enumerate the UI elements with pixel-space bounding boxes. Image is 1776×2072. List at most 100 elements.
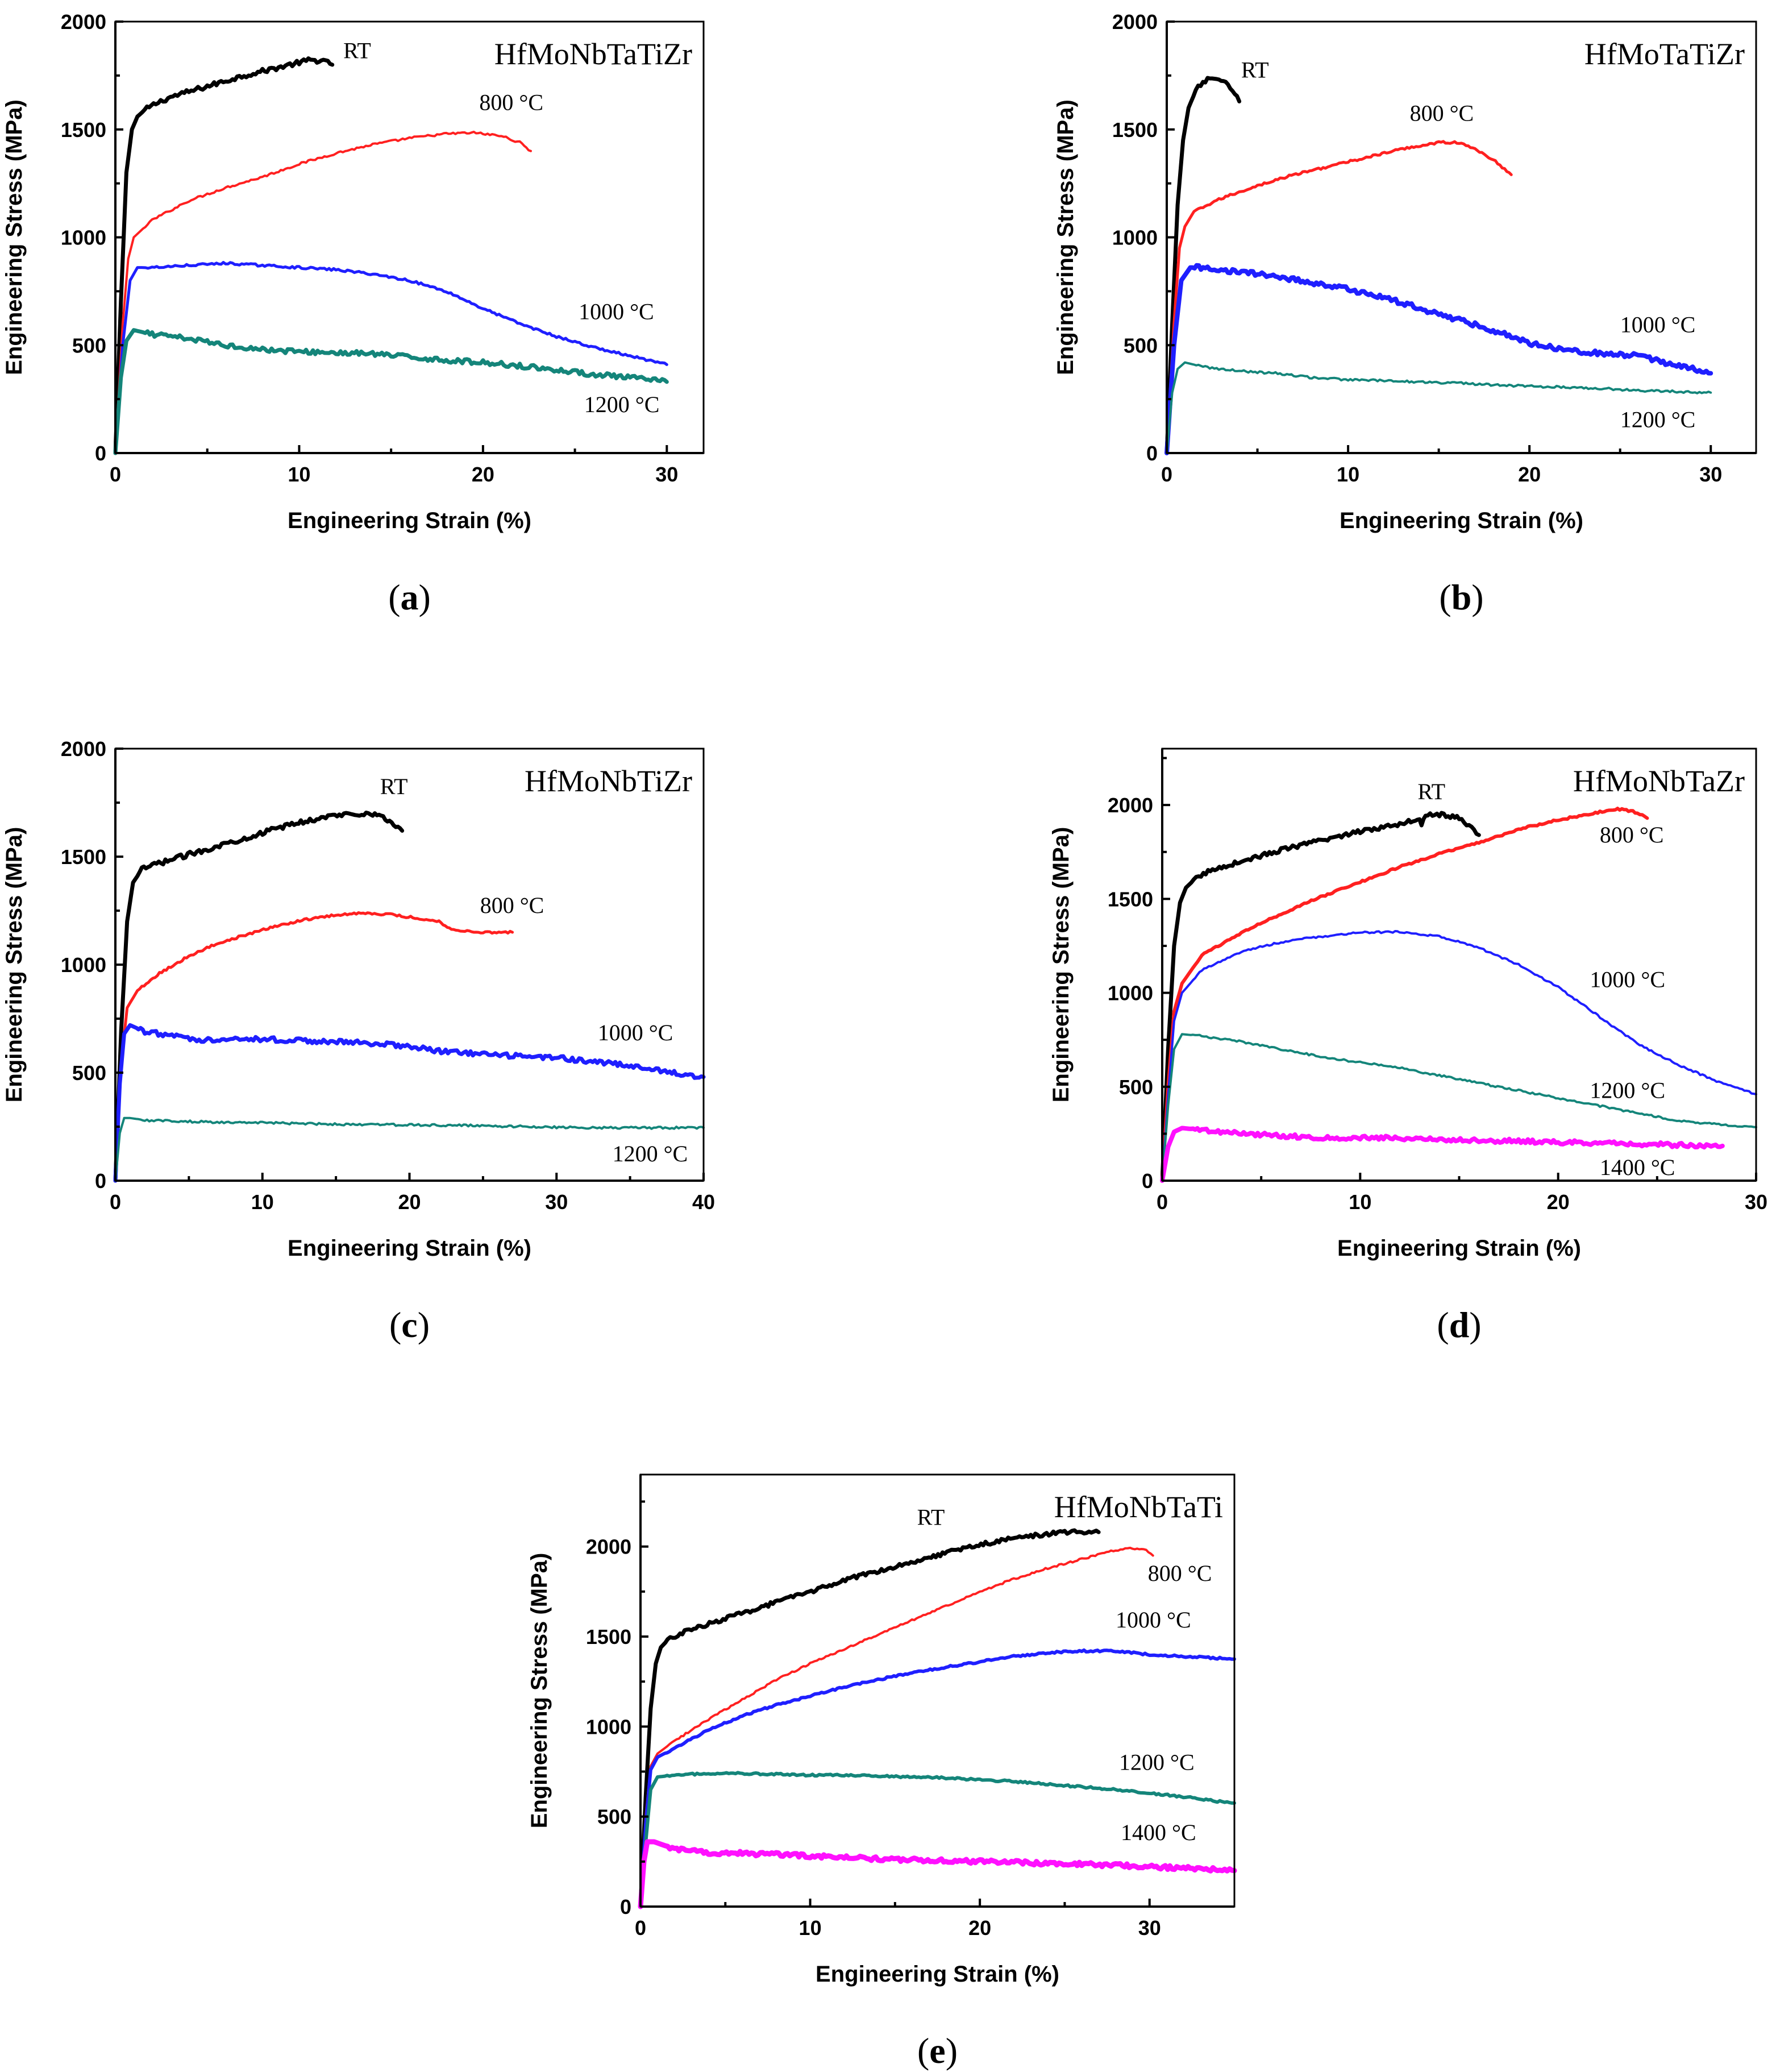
x-tick-label: 20 <box>398 1190 421 1214</box>
x-tick-label: 0 <box>110 463 121 486</box>
series-line-800 <box>114 130 532 454</box>
curve-label: 1400 °C <box>1121 1820 1196 1845</box>
chart-panel-a: 0 10 20 30 0 500 1000 1500 2000 Engineering Strai… <box>2 10 705 617</box>
alloy-name: HfMoNbTaTi <box>1054 1490 1223 1524</box>
series-line-1000 <box>114 261 668 455</box>
curve-label: RT <box>1241 57 1269 83</box>
x-tick-label: 30 <box>655 463 678 486</box>
series-line-rt <box>1160 811 1481 1183</box>
series-line-800 <box>1165 140 1513 455</box>
y-tick-label: 1000 <box>1108 982 1153 1005</box>
curve-label: RT <box>343 38 371 64</box>
x-axis-title: Engineering Strain (%) <box>1337 1236 1581 1261</box>
curve-label: 1200 °C <box>1590 1078 1665 1103</box>
series-line-rt <box>113 811 405 1183</box>
y-tick-label: 1500 <box>586 1625 631 1649</box>
curve-label: 800 °C <box>1410 101 1474 126</box>
y-axis-title: Engineering Stress (MPa) <box>1049 827 1074 1103</box>
panel-label-letter: e <box>929 2031 945 2071</box>
panel-label-open: ( <box>1437 1305 1449 1345</box>
y-axis-title: Engineering Stress (MPa) <box>2 99 27 375</box>
curve-label: 1000 °C <box>579 299 654 325</box>
curve-label: 1000 °C <box>598 1020 673 1045</box>
panel-label-close: ) <box>1471 577 1483 617</box>
y-axis-title: Engineering Stress (MPa) <box>1053 99 1078 375</box>
x-tick-label: 10 <box>288 463 310 486</box>
series-line-1200 <box>113 328 669 455</box>
y-tick-label: 1500 <box>1112 118 1158 142</box>
y-tick-label: 500 <box>72 1061 106 1085</box>
panel-label-close: ) <box>418 1305 430 1345</box>
x-tick-label: 0 <box>635 1916 646 1940</box>
y-tick-label: 1000 <box>1112 226 1158 250</box>
x-tick-label: 30 <box>1138 1916 1161 1940</box>
series-line-1200 <box>114 1116 705 1182</box>
curve-label: 1200 °C <box>584 392 660 417</box>
curve-label: 1000 °C <box>1116 1607 1191 1633</box>
series-line-1400 <box>1160 1126 1725 1183</box>
y-tick-label: 2000 <box>61 737 106 761</box>
x-tick-label: 20 <box>1518 463 1541 486</box>
x-tick-label: 30 <box>545 1190 568 1214</box>
panel-label: (a) <box>388 577 431 617</box>
panel-label-letter: b <box>1451 577 1472 617</box>
panel-label-letter: c <box>401 1305 417 1345</box>
series-line-1000 <box>1164 263 1713 455</box>
y-tick-label: 0 <box>95 442 106 465</box>
panel-label-open: ( <box>917 2031 929 2071</box>
panel-label-open: ( <box>1439 577 1451 617</box>
alloy-name: HfMoNbTiZr <box>525 764 692 798</box>
alloy-name: HfMoNbTaTiZr <box>494 37 692 71</box>
curve-label: 1400 °C <box>1600 1155 1675 1180</box>
y-tick-label: 500 <box>1124 334 1158 357</box>
x-tick-label: 0 <box>1161 463 1172 486</box>
series-line-1000 <box>639 1648 1236 1908</box>
panel-label: (d) <box>1437 1305 1481 1345</box>
x-tick-label: 20 <box>472 463 494 486</box>
y-tick-label: 1000 <box>586 1715 631 1738</box>
curve-label: 1000 °C <box>1590 967 1665 993</box>
x-axis-title: Engineering Strain (%) <box>816 1962 1059 1987</box>
series-line-rt <box>638 1528 1101 1909</box>
y-tick-label: 2000 <box>1112 10 1158 34</box>
alloy-name: HfMoTaTiZr <box>1584 37 1745 71</box>
x-tick-label: 20 <box>968 1916 991 1940</box>
panel-label: (e) <box>917 2031 958 2071</box>
y-tick-label: 2000 <box>1108 794 1153 817</box>
alloy-name: HfMoNbTaZr <box>1573 764 1745 798</box>
y-tick-label: 500 <box>597 1805 631 1829</box>
chart-panel-d: 0 10 20 30 0 500 1000 1500 2000 Engineering Strai… <box>1049 748 1767 1345</box>
panel-label: (b) <box>1439 577 1483 617</box>
curve-label: 800 °C <box>480 892 544 918</box>
curve-label: RT <box>1417 779 1445 804</box>
panel-label-letter: d <box>1449 1305 1470 1345</box>
y-tick-label: 1500 <box>1108 887 1153 911</box>
y-tick-label: 500 <box>72 334 106 357</box>
y-axis-title: Engineering Stress (MPa) <box>527 1553 552 1829</box>
x-tick-label: 10 <box>251 1190 274 1214</box>
curve-label: 1200 °C <box>613 1141 688 1166</box>
series-line-1400 <box>638 1839 1237 1909</box>
series-line-rt <box>113 56 335 455</box>
panel-label: (c) <box>389 1305 430 1345</box>
x-tick-label: 40 <box>692 1190 715 1214</box>
x-axis-title: Engineering Strain (%) <box>288 1236 531 1261</box>
y-axis-title: Engineering Stress (MPa) <box>2 827 27 1103</box>
curve-label: 800 °C <box>1148 1560 1212 1586</box>
y-tick-label: 0 <box>95 1169 106 1193</box>
x-tick-label: 10 <box>1337 463 1359 486</box>
x-tick-label: 30 <box>1745 1190 1767 1214</box>
curve-label: RT <box>380 774 408 799</box>
x-tick-label: 30 <box>1699 463 1722 486</box>
chart-panel-c: 0 10 20 30 40 0 500 1000 1500 2000 Engineering Str… <box>2 737 715 1345</box>
panel-label-letter: a <box>401 577 419 617</box>
curve-label: 800 °C <box>1600 822 1664 848</box>
series-line-1200 <box>639 1771 1236 1908</box>
x-axis-title: Engineering Strain (%) <box>1340 508 1583 533</box>
y-tick-label: 1000 <box>61 953 106 977</box>
y-tick-label: 0 <box>1142 1169 1153 1193</box>
chart-panel-b: 0 10 20 30 0 500 1000 1500 2000 Engineering Strai… <box>1053 10 1757 617</box>
